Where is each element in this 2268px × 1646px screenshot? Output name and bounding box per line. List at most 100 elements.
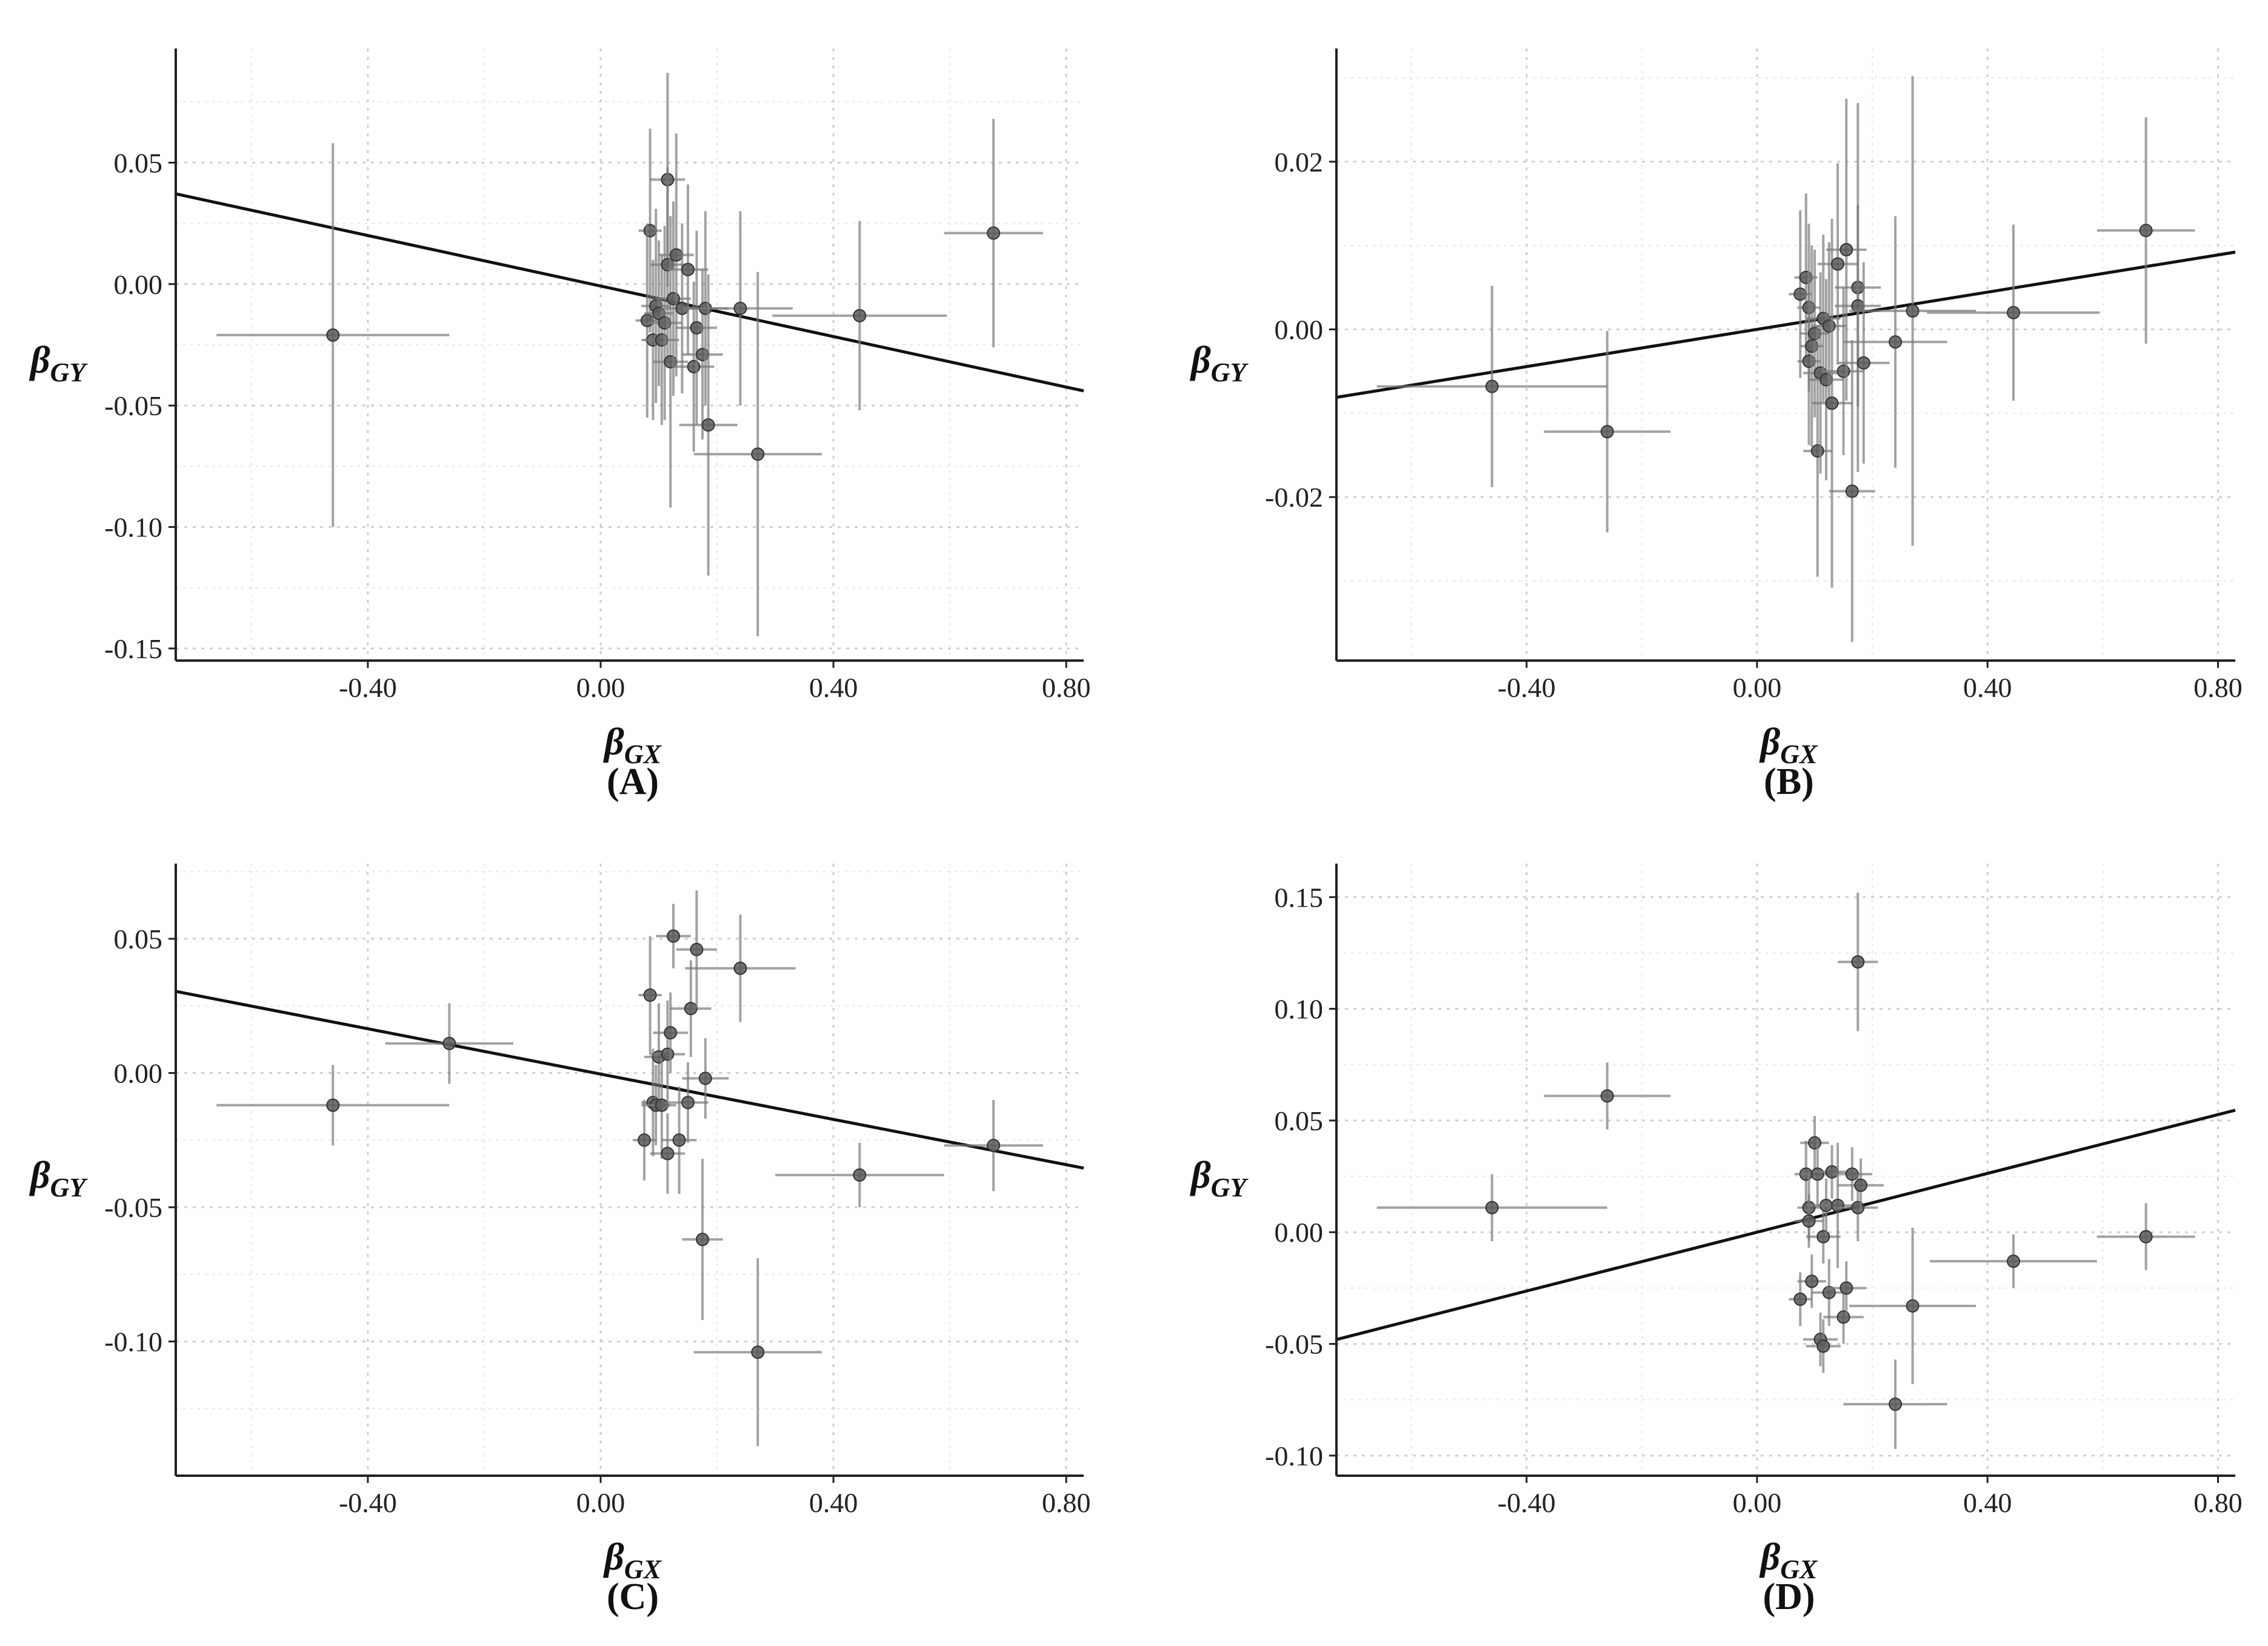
- panel-label: (A): [607, 761, 659, 802]
- point-marker: [1819, 373, 1833, 387]
- data-point: [1817, 1142, 1858, 1268]
- x-tick-label: 0.00: [1733, 1487, 1782, 1518]
- y-tick-label: 0.00: [114, 1058, 163, 1089]
- point-marker: [1485, 1201, 1499, 1215]
- y-axis-title-sub: GY: [50, 1173, 88, 1202]
- x-axis-title: βGX: [1759, 720, 1819, 769]
- x-axis-title-sub: GX: [624, 739, 662, 769]
- y-axis-title-sub: GY: [1211, 358, 1249, 387]
- data-point: [673, 281, 715, 452]
- x-axis-title-main: β: [603, 720, 624, 763]
- y-axis-title: βGY: [29, 1153, 88, 1202]
- x-tick-label: 0.80: [2193, 1487, 2243, 1518]
- y-tick-label: 0.10: [1275, 994, 1324, 1025]
- point-marker: [1600, 425, 1614, 439]
- point-marker: [690, 321, 704, 335]
- point-marker: [1831, 1198, 1845, 1212]
- point-marker: [1845, 1167, 1859, 1181]
- point-marker: [987, 1139, 1001, 1153]
- y-tick-label: 0.05: [114, 924, 163, 955]
- data-point: [772, 221, 947, 411]
- data-point: [1812, 1259, 1847, 1327]
- data-point: [775, 1142, 944, 1208]
- point-marker: [1808, 1136, 1822, 1150]
- y-axis-title-sub: GY: [50, 358, 88, 387]
- point-marker: [2139, 224, 2153, 238]
- x-axis-title: βGX: [603, 720, 662, 769]
- panel-2: -0.40 0.00 0.40 0.80-0.10-0.050.000.05βGXβG…: [29, 864, 1090, 1618]
- y-tick-label: 0.15: [1275, 882, 1324, 913]
- point-marker: [638, 1133, 652, 1147]
- data-point: [1544, 1062, 1671, 1130]
- x-tick-label: 0.40: [809, 672, 858, 703]
- x-tick-label: 0.40: [1963, 672, 2012, 703]
- point-marker: [751, 1345, 765, 1359]
- data-point: [638, 936, 662, 1055]
- point-marker: [1854, 1178, 1868, 1192]
- data-point: [682, 1038, 729, 1119]
- x-axis-title-sub: GX: [624, 1554, 662, 1584]
- y-tick-label: 0.00: [1275, 1217, 1324, 1248]
- point-marker: [1799, 270, 1813, 284]
- point-marker: [640, 313, 654, 327]
- data-point: [1843, 1359, 1947, 1449]
- point-marker: [733, 301, 747, 315]
- data-point: [1794, 1194, 1824, 1248]
- point-marker: [1822, 319, 1836, 333]
- point-marker: [1831, 257, 1845, 271]
- point-marker: [987, 226, 1001, 240]
- y-tick-label: -0.05: [1265, 1329, 1323, 1360]
- y-tick-label: 0.02: [1275, 147, 1324, 178]
- y-axis-title-sub: GY: [1211, 1173, 1249, 1202]
- point-marker: [1802, 1214, 1816, 1228]
- data-point: [661, 1086, 697, 1194]
- data-point: [385, 1003, 513, 1084]
- y-tick-label: 0.05: [114, 147, 163, 178]
- point-marker: [1836, 1310, 1850, 1324]
- panel-3: -0.40 0.00 0.40 0.80 -0.10 -0.05 0.00 0.05 0.10 0…: [1190, 864, 2243, 1618]
- data-point: [1826, 1261, 1867, 1315]
- y-tick-label: -0.05: [104, 1192, 162, 1223]
- data-point: [1838, 1158, 1884, 1213]
- data-point: [656, 904, 691, 968]
- point-marker: [672, 1133, 686, 1147]
- point-marker: [1851, 1201, 1865, 1215]
- point-marker: [643, 988, 657, 1002]
- data-point: [682, 1159, 723, 1321]
- x-tick-label: 0.00: [576, 1487, 625, 1518]
- data-point: [650, 1113, 685, 1194]
- data-point: [216, 1065, 450, 1146]
- y-tick-label: -0.05: [104, 390, 162, 421]
- data-point: [641, 208, 671, 404]
- point-marker: [690, 942, 704, 956]
- data-point: [1789, 210, 1812, 378]
- x-tick-label: -0.40: [1498, 672, 1556, 703]
- data-point: [1835, 205, 1881, 407]
- x-axis-title-sub: GX: [1780, 1554, 1818, 1584]
- point-marker: [1793, 1292, 1807, 1306]
- point-marker: [669, 248, 683, 262]
- data-point: [656, 201, 691, 396]
- data-point: [676, 890, 718, 1009]
- y-axis-title-main: β: [29, 338, 50, 381]
- point-marker: [1856, 356, 1870, 370]
- point-marker: [1839, 1281, 1853, 1295]
- data-point: [693, 272, 822, 636]
- point-marker: [687, 360, 701, 374]
- regression-line: [175, 990, 1084, 1170]
- y-tick-label: -0.10: [1265, 1441, 1323, 1471]
- point-marker: [1802, 355, 1816, 368]
- data-point: [1849, 1227, 1976, 1384]
- point-marker: [696, 348, 710, 361]
- point-marker: [661, 1147, 675, 1161]
- point-marker: [733, 961, 747, 975]
- y-axis-title-main: β: [1190, 338, 1211, 381]
- regression-line: [1336, 250, 2236, 399]
- x-tick-label: 0.00: [576, 672, 625, 703]
- point-marker: [1822, 1285, 1836, 1299]
- data-point: [1829, 340, 1875, 642]
- point-marker: [1825, 1165, 1839, 1179]
- x-tick-label: 0.80: [1042, 1487, 1091, 1518]
- point-marker: [2139, 1230, 2153, 1244]
